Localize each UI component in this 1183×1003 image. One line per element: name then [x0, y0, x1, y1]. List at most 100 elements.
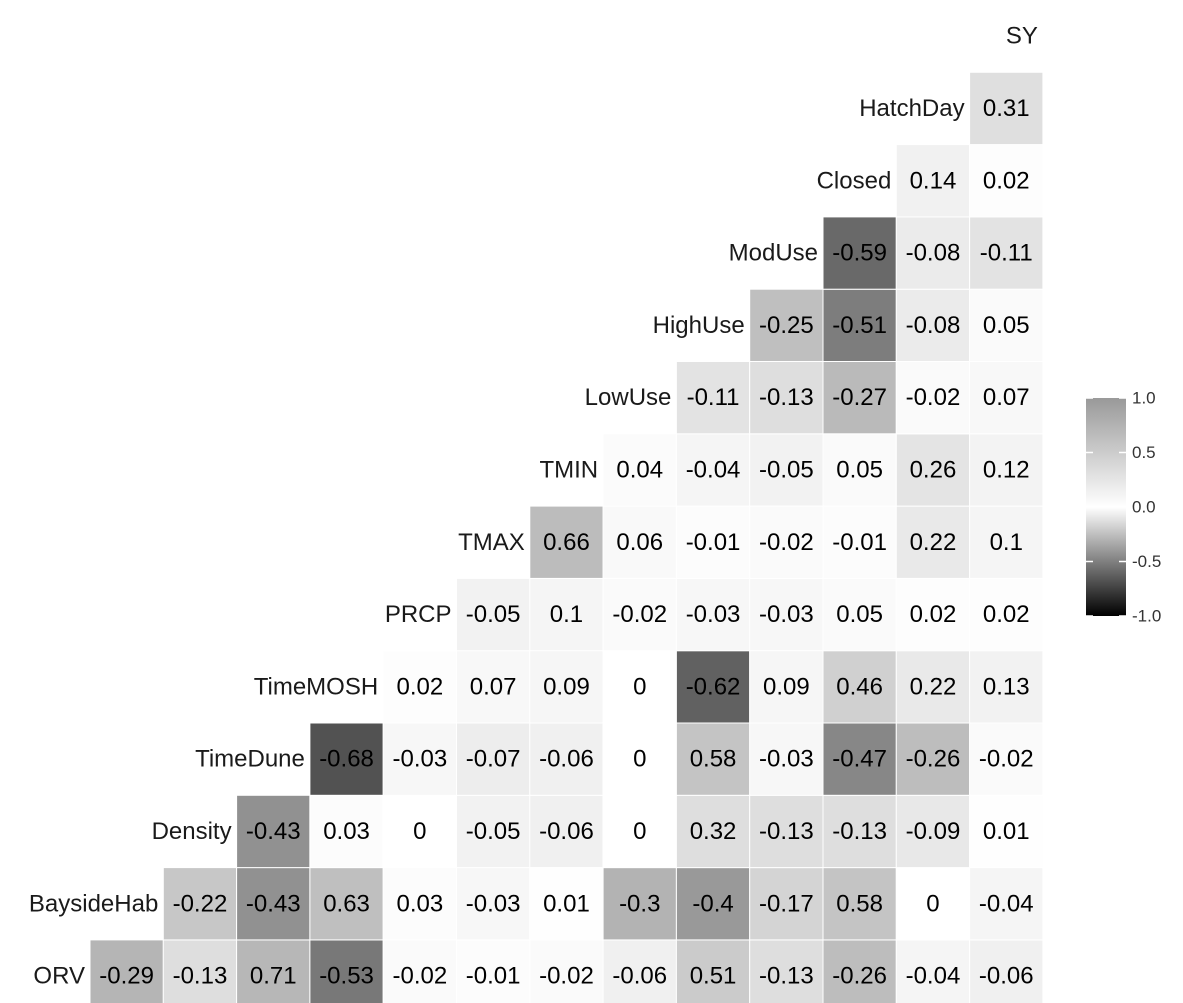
cell-value-label: 0.14 [910, 167, 957, 194]
cell-value-label: -0.02 [392, 963, 447, 990]
heatmap-cell [309, 939, 384, 1003]
heatmap-cell [895, 794, 971, 869]
cell-value-label: 0.26 [910, 456, 957, 483]
cell-value-label: 0.63 [323, 890, 370, 917]
cell-value-label: -0.02 [979, 746, 1034, 773]
heatmap-cell [895, 505, 971, 579]
heatmap-cell [969, 939, 1044, 1003]
cell-value-label: 0.03 [396, 890, 443, 917]
cell-value-label: -0.01 [466, 963, 521, 990]
heatmap-cell [602, 722, 677, 796]
cell-value-label: -0.04 [906, 963, 961, 990]
heatmap-cell [822, 505, 897, 579]
cell-value-label: -0.04 [686, 456, 741, 483]
cell-value-label: -0.13 [759, 384, 814, 411]
cell-value-label: -0.51 [832, 312, 887, 339]
heatmap-cell [822, 939, 897, 1003]
heatmap-cell [969, 361, 1044, 435]
cell-value-label: -0.06 [539, 746, 594, 773]
cell-value-label: -0.62 [686, 673, 741, 700]
heatmap-cell [895, 433, 971, 507]
cell-value-label: 0.02 [396, 673, 443, 700]
heatmap-cell [675, 867, 751, 941]
heatmap-cell [309, 722, 384, 796]
cell-value-label: 0 [633, 818, 646, 845]
cell-value-label: 0.02 [983, 601, 1030, 628]
heatmap-cell [456, 650, 531, 724]
cell-value-label: -0.02 [759, 529, 814, 556]
heatmap-cell [895, 361, 971, 435]
row-label: Closed [817, 167, 892, 194]
heatmap-cells: -0.29 -0.13 0.71 -0.53 -0.02 -0.01 -0.02 -0.06 0… [89, 71, 1044, 1003]
cell-value-label: -0.04 [979, 890, 1034, 917]
heatmap-cell [969, 433, 1044, 507]
cell-value-label: -0.05 [466, 818, 521, 845]
heatmap-cell [529, 867, 604, 941]
heatmap-cell [895, 650, 971, 724]
cell-value-label: -0.03 [392, 746, 447, 773]
heatmap-cell [529, 650, 604, 724]
row-labels: ORV BaysideHab Density TimeDune TimeMOSH PRCP… [29, 23, 1038, 990]
cell-value-label: 0.09 [543, 673, 590, 700]
cell-value-label: 0.1 [990, 529, 1023, 556]
heatmap-cell [969, 650, 1044, 724]
cell-value-label: -0.06 [539, 818, 594, 845]
cell-value-label: -0.68 [319, 746, 374, 773]
cell-value-label: -0.13 [173, 963, 228, 990]
heatmap-cell [969, 794, 1044, 869]
heatmap-cell [749, 288, 824, 363]
cell-value-label: -0.05 [466, 601, 521, 628]
cell-value-label: -0.11 [687, 384, 740, 411]
heatmap-cell [969, 722, 1044, 796]
row-label: LowUse [585, 384, 672, 411]
heatmap-cell [602, 867, 677, 941]
cell-value-label: 0.32 [690, 818, 737, 845]
heatmap-cell [602, 433, 677, 507]
row-label: Density [152, 818, 232, 845]
heatmap-cell [675, 361, 751, 435]
heatmap-cell [895, 577, 971, 652]
cell-value-label: -0.22 [173, 890, 228, 917]
heatmap-cell [895, 216, 971, 290]
heatmap-cell [749, 505, 824, 579]
heatmap-cell [236, 794, 311, 869]
heatmap-cell [382, 939, 458, 1003]
heatmap-cell [895, 288, 971, 363]
heatmap-cell [456, 577, 531, 652]
row-label: TimeDune [195, 746, 305, 773]
heatmap-cell [236, 939, 311, 1003]
cell-value-label: -0.03 [686, 601, 741, 628]
heatmap-cell [749, 939, 824, 1003]
cell-value-label: -0.09 [906, 818, 961, 845]
legend-tick-label: -1.0 [1132, 607, 1161, 626]
cell-value-label: -0.53 [319, 963, 374, 990]
heatmap-cell [969, 577, 1044, 652]
heatmap-cell [822, 577, 897, 652]
cell-value-label: -0.06 [612, 963, 667, 990]
cell-value-label: -0.08 [906, 240, 961, 267]
row-label: TimeMOSH [254, 673, 378, 700]
heatmap-cell [749, 867, 824, 941]
cell-value-label: 0.1 [550, 601, 583, 628]
cell-value-label: -0.02 [906, 384, 961, 411]
cell-value-label: -0.13 [759, 963, 814, 990]
cell-value-label: -0.26 [832, 963, 887, 990]
cell-value-label: -0.47 [832, 746, 887, 773]
row-label: ModUse [729, 240, 818, 267]
cell-value-label: 0.01 [543, 890, 590, 917]
cell-value-label: 0.13 [983, 673, 1030, 700]
row-label: PRCP [385, 601, 452, 628]
row-label: HatchDay [859, 95, 964, 122]
cell-value-label: 0.03 [323, 818, 370, 845]
legend-tick-label: 0.5 [1132, 443, 1156, 462]
cell-value-label: -0.59 [832, 240, 887, 267]
heatmap-cell [675, 650, 751, 724]
heatmap-cell [162, 867, 238, 941]
heatmap-cell [969, 71, 1044, 146]
heatmap-cell [456, 939, 531, 1003]
cell-value-label: 0.58 [690, 746, 737, 773]
cell-value-label: 0.51 [690, 963, 737, 990]
row-label: TMAX [458, 529, 525, 556]
cell-value-label: 0.58 [836, 890, 883, 917]
